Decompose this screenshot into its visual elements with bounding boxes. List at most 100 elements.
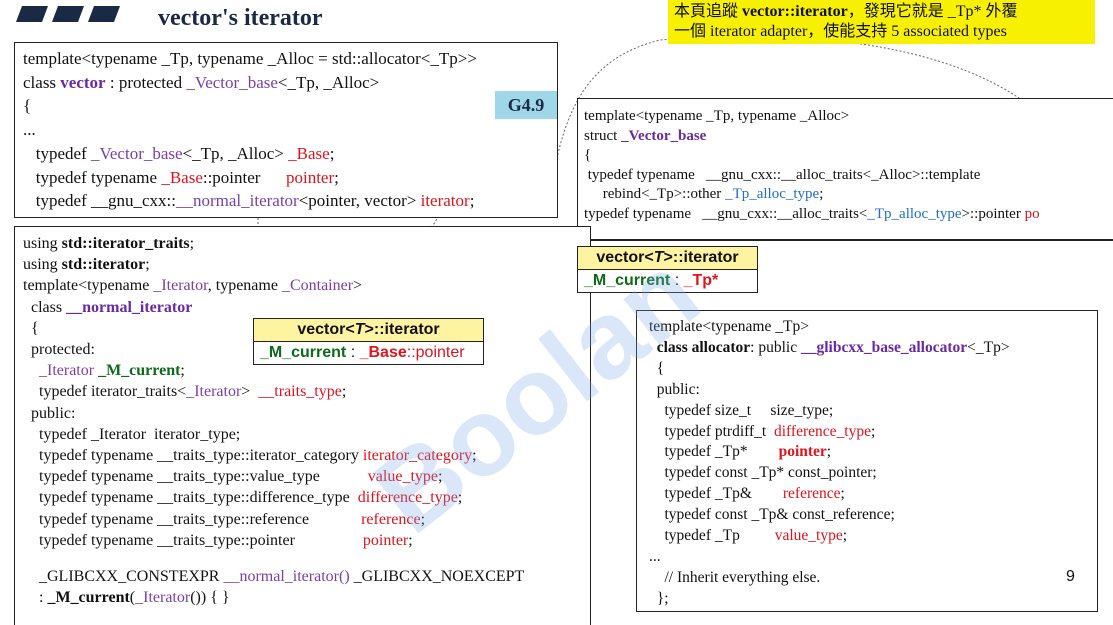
code-text: typedef typename __traits_type::iterator… — [23, 447, 363, 465]
code-text: typedef typename __gnu_cxx::__alloc_trai… — [584, 166, 981, 183]
code-text: protected: — [23, 341, 95, 359]
code-token: _Iterator — [186, 383, 242, 401]
code-text: ; — [145, 256, 150, 274]
code-line: typedef __gnu_cxx::__normal_iterator<poi… — [23, 189, 477, 213]
code-text: typedef __gnu_cxx:: — [23, 191, 176, 211]
code-line: _Iterator _M_current; — [23, 360, 477, 381]
code-line: template<typename _Iterator, typename _C… — [23, 275, 477, 296]
code-token: std::iterator_traits — [61, 235, 190, 252]
code-token: _M_current — [260, 344, 347, 361]
code-text: ; — [420, 510, 426, 528]
code-token: T — [354, 321, 365, 338]
code-line: typedef typename __traits_type::iterator… — [23, 445, 477, 466]
code-text: typedef typename __gnu_cxx::__alloc_trai… — [584, 205, 868, 222]
code-line: { — [23, 318, 477, 339]
code-token: _Iterator — [153, 277, 208, 295]
card-field: _M_current : _Base::pointer — [254, 342, 483, 364]
code-text: <pointer, vector> — [298, 191, 421, 211]
code-text: vector< — [297, 321, 355, 338]
code-text: : — [670, 272, 684, 289]
code-token: __normal_iterator — [175, 191, 299, 211]
code-token: _M_current — [584, 272, 671, 289]
code-text: template<typename _Tp, typename _Alloc> — [584, 108, 850, 124]
code-line: }; — [649, 589, 1010, 610]
code-text: 一個 iterator adapter，使能支持 5 associated ty… — [674, 23, 1007, 40]
code-text: { — [23, 319, 39, 337]
version-badge: G4.9 — [495, 91, 557, 119]
code-text: : public — [750, 338, 801, 356]
code-token: __normal_iterator — [66, 298, 193, 316]
code: using std::iterator_traits; using std::it… — [23, 233, 477, 551]
code-line: typedef typename __gnu_cxx::__alloc_trai… — [584, 166, 1040, 186]
code-token: _Base — [359, 344, 407, 361]
code-token: std::iterator — [61, 256, 146, 274]
code-line: using std::iterator; — [23, 254, 477, 275]
code-token: _Container — [281, 277, 354, 295]
title-icon — [16, 6, 120, 22]
code-token: pointer — [362, 531, 409, 549]
code-token: difference_type — [357, 489, 458, 507]
code-text: template<typename — [23, 277, 154, 295]
code-text: class — [23, 298, 67, 316]
constructor-code: _GLIBCXX_CONSTEXPR __normal_iterator() _… — [23, 566, 524, 608]
code-line: typedef typename __traits_type::value_ty… — [23, 466, 477, 487]
code-text: <_Tp> — [967, 338, 1010, 356]
code-token: _Tp_alloc_type — [867, 205, 962, 222]
code-line: class __normal_iterator — [23, 297, 477, 318]
code-text: ; — [329, 143, 335, 163]
code-token: _Base — [161, 167, 203, 187]
code-token: pointer — [285, 167, 335, 187]
code-token: iterator_category — [362, 447, 473, 465]
normal-iterator-box: using std::iterator_traits; using std::it… — [14, 226, 591, 625]
code-line: template<typename _Tp, typename _Alloc> — [584, 107, 1040, 127]
code-line: typedef _Vector_base<_Tp, _Alloc> _Base; — [23, 142, 477, 166]
code-text: <_Tp, _Alloc> — [277, 72, 380, 92]
code-text: ; — [826, 443, 832, 461]
code-text: typedef typename __traits_type::differen… — [23, 489, 358, 507]
code-text: : protected — [105, 72, 187, 92]
code-text: typedef size_t size_type; — [649, 401, 834, 419]
code-text: template<typename _Tp> — [649, 318, 809, 335]
code-text: class — [23, 72, 61, 92]
code-line: typedef typename __traits_type::referenc… — [23, 509, 477, 530]
page-number: 9 — [1066, 568, 1075, 585]
code-line: { — [584, 146, 1040, 166]
code-text: { — [649, 359, 665, 377]
code-token: _Vector_base — [186, 72, 278, 92]
code-line: using std::iterator_traits; — [23, 233, 477, 254]
code-line: { — [23, 94, 477, 118]
code-text: { — [584, 147, 592, 163]
code-line: rebind<_Tp>::other _Tp_alloc_type; — [584, 185, 1040, 205]
code-text: typedef typename __traits_type::referenc… — [23, 510, 362, 528]
code-line: { — [649, 359, 1010, 380]
code-line: protected: — [23, 339, 477, 360]
code-line: template<typename _Tp> — [649, 317, 1010, 338]
code-text: vector< — [596, 249, 654, 266]
code-text: ::pointer — [202, 167, 286, 187]
code-text: : — [346, 344, 360, 361]
code-line: : _M_current(_Iterator()) { } — [23, 587, 524, 608]
code-text: > — [241, 383, 259, 401]
code-text: ，發現它就是 _Tp* 外覆 — [847, 3, 1018, 20]
code-token: reference — [361, 510, 421, 528]
code-text: typedef _Iterator iterator_type; — [23, 425, 241, 443]
code-text: >::iterator — [663, 249, 739, 266]
code-line: typedef iterator_traits<_Iterator> __tra… — [23, 381, 477, 402]
code-text: public: — [649, 380, 700, 398]
code-text: _GLIBCXX_CONSTEXPR — [23, 568, 224, 585]
vector-box: template<typename _Tp, typename _Alloc =… — [14, 42, 558, 218]
code-text: public: — [23, 404, 76, 422]
code-text: >::pointer — [961, 205, 1025, 222]
code-line: typedef _Tp* pointer; — [649, 442, 1010, 463]
code-text: using — [23, 235, 62, 252]
code-text: // Inherit everything else. — [649, 568, 821, 586]
code-line: typedef const _Tp* const_pointer; — [649, 463, 1010, 484]
code-text: typedef typename __traits_type::pointer — [23, 531, 363, 549]
code-token: _Vector_base — [90, 143, 183, 163]
code-line: ... — [649, 547, 1010, 568]
code-line: struct _Vector_base — [584, 127, 1040, 147]
code-token: reference — [782, 485, 841, 503]
code-token: _Iterator — [39, 362, 95, 380]
code-text: , typename — [207, 277, 282, 295]
code-text: typedef _Tp& — [649, 485, 783, 503]
